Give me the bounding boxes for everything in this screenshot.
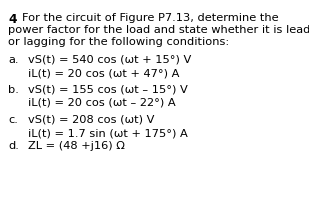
Text: For the circuit of Figure P7.13, determine the: For the circuit of Figure P7.13, determi… [22,13,279,23]
Text: iL(t) = 20 cos (ωt – 22°) A: iL(t) = 20 cos (ωt – 22°) A [28,98,176,107]
Text: or lagging for the following conditions:: or lagging for the following conditions: [8,37,229,47]
Text: iL(t) = 1.7 sin (ωt + 175°) A: iL(t) = 1.7 sin (ωt + 175°) A [28,127,188,137]
Text: b.: b. [8,85,19,95]
Text: power factor for the load and state whether it is leading: power factor for the load and state whet… [8,25,309,35]
Text: 4: 4 [8,13,16,26]
Text: vS(t) = 540 cos (ωt + 15°) V: vS(t) = 540 cos (ωt + 15°) V [28,55,191,65]
Text: vS(t) = 155 cos (ωt – 15°) V: vS(t) = 155 cos (ωt – 15°) V [28,85,188,95]
Text: d.: d. [8,140,19,150]
Text: a.: a. [8,55,19,65]
Text: iL(t) = 20 cos (ωt + 47°) A: iL(t) = 20 cos (ωt + 47°) A [28,68,180,78]
Text: ZL = (48 +j16) Ω: ZL = (48 +j16) Ω [28,140,125,150]
Text: c.: c. [8,114,18,124]
Text: vS(t) = 208 cos (ωt) V: vS(t) = 208 cos (ωt) V [28,114,154,124]
